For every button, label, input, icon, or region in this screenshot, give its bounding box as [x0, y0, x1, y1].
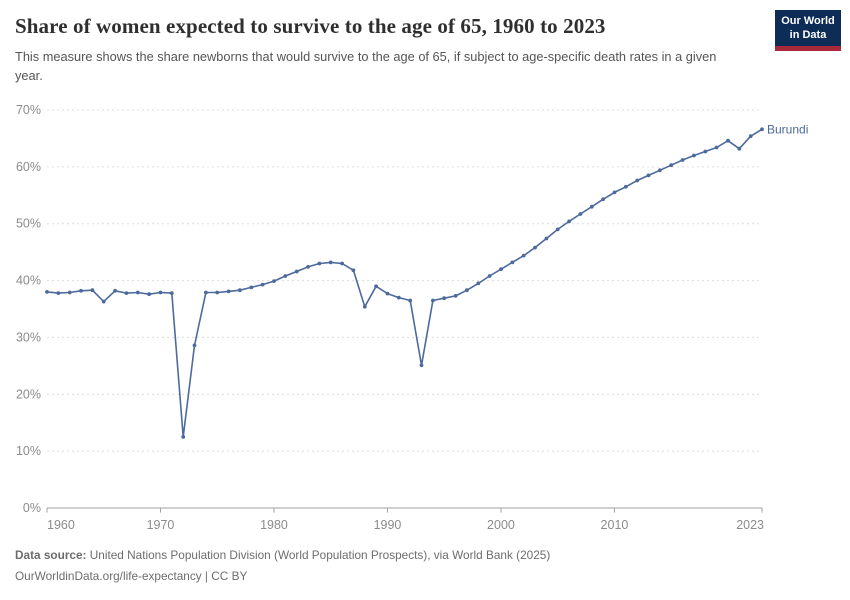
data-point	[465, 288, 469, 293]
license-line: OurWorldinData.org/life-expectancy | CC …	[15, 566, 815, 587]
data-point	[396, 295, 401, 300]
data-point	[90, 288, 95, 293]
data-source-label: Data source:	[15, 548, 87, 562]
x-axis-tick-label: 2023	[736, 518, 764, 532]
x-axis-tick-label: 1960	[47, 518, 75, 532]
data-point	[476, 281, 481, 286]
data-source-line: Data source: United Nations Population D…	[15, 545, 815, 566]
chart-title: Share of women expected to survive to th…	[15, 14, 606, 38]
data-point	[272, 279, 276, 283]
data-point	[45, 290, 49, 294]
data-point	[646, 173, 651, 178]
y-axis-tick-label: 10%	[16, 444, 41, 458]
data-point	[623, 184, 628, 189]
y-axis-tick-label: 70%	[16, 103, 41, 117]
data-point	[135, 290, 140, 295]
data-point	[408, 298, 413, 303]
data-point	[499, 267, 503, 272]
data-point	[419, 363, 424, 368]
data-point	[181, 435, 186, 439]
y-axis-tick-label: 20%	[16, 387, 41, 401]
data-point	[215, 290, 220, 295]
data-point	[79, 288, 83, 293]
owid-logo-line1: Our World	[781, 15, 835, 27]
data-point	[601, 197, 605, 202]
data-point	[692, 153, 696, 158]
data-point	[158, 290, 163, 295]
data-point	[658, 168, 662, 173]
y-axis-tick-label: 30%	[16, 330, 41, 344]
data-point	[635, 178, 640, 183]
chart-subtitle: This measure shows the share newborns th…	[15, 49, 717, 83]
data-point	[544, 236, 549, 241]
data-point	[726, 138, 730, 143]
x-axis-tick-label: 1970	[147, 518, 175, 532]
data-point	[680, 158, 685, 162]
data-point	[260, 282, 265, 287]
data-point	[612, 190, 617, 195]
series-label-burundi: Burundi	[767, 122, 808, 136]
data-point	[294, 269, 299, 274]
data-point	[67, 290, 72, 295]
data-point	[249, 285, 254, 290]
x-axis-tick-label: 2000	[487, 518, 515, 532]
data-point	[340, 261, 344, 266]
line-series-burundi[interactable]	[46, 128, 763, 438]
data-point	[306, 265, 310, 269]
data-point	[374, 284, 378, 289]
data-point	[737, 146, 742, 151]
data-point	[555, 227, 560, 232]
data-point	[192, 343, 197, 348]
data-point	[147, 292, 152, 297]
data-point	[317, 261, 322, 266]
owid-link[interactable]: OurWorldinData.org/life-expectancy	[15, 569, 202, 584]
data-point	[124, 291, 129, 295]
data-point	[226, 289, 231, 294]
chart-header: Share of women expected to survive to th…	[15, 14, 775, 85]
data-point	[748, 134, 753, 139]
data-point	[113, 288, 117, 293]
data-point	[760, 127, 764, 132]
chart-footer: Data source: United Nations Population D…	[15, 545, 815, 587]
y-axis-tick-label: 0%	[23, 501, 41, 515]
data-source-text: United Nations Population Division (Worl…	[86, 548, 551, 562]
y-axis-tick-label: 60%	[16, 160, 41, 174]
data-point	[453, 294, 458, 298]
data-point	[703, 149, 708, 154]
data-point	[589, 204, 594, 209]
data-point	[351, 268, 356, 273]
data-point	[442, 296, 447, 301]
data-point	[431, 298, 435, 303]
data-point	[283, 274, 288, 278]
owid-logo[interactable]: Our World in Data	[775, 10, 841, 51]
data-point	[567, 219, 571, 224]
data-point	[56, 291, 61, 295]
data-point	[204, 290, 208, 295]
data-point	[521, 253, 526, 258]
y-axis-tick-label: 50%	[16, 217, 41, 231]
data-point	[362, 304, 367, 309]
data-point	[714, 145, 719, 150]
data-point	[669, 163, 674, 168]
data-point	[487, 274, 492, 278]
data-point	[510, 260, 515, 265]
license-text: | CC BY	[201, 569, 248, 584]
data-point	[101, 299, 106, 304]
data-point	[578, 212, 583, 216]
y-axis-tick-label: 40%	[16, 274, 41, 288]
data-point	[533, 245, 537, 250]
x-axis-tick-label: 1980	[260, 518, 288, 532]
data-point	[169, 291, 174, 295]
data-point	[238, 288, 242, 293]
data-point	[328, 260, 333, 265]
x-axis-tick-label: 1990	[374, 518, 402, 532]
data-point	[385, 291, 390, 296]
owid-logo-line2: in Data	[789, 28, 827, 41]
x-axis-tick-label: 2010	[601, 518, 629, 532]
